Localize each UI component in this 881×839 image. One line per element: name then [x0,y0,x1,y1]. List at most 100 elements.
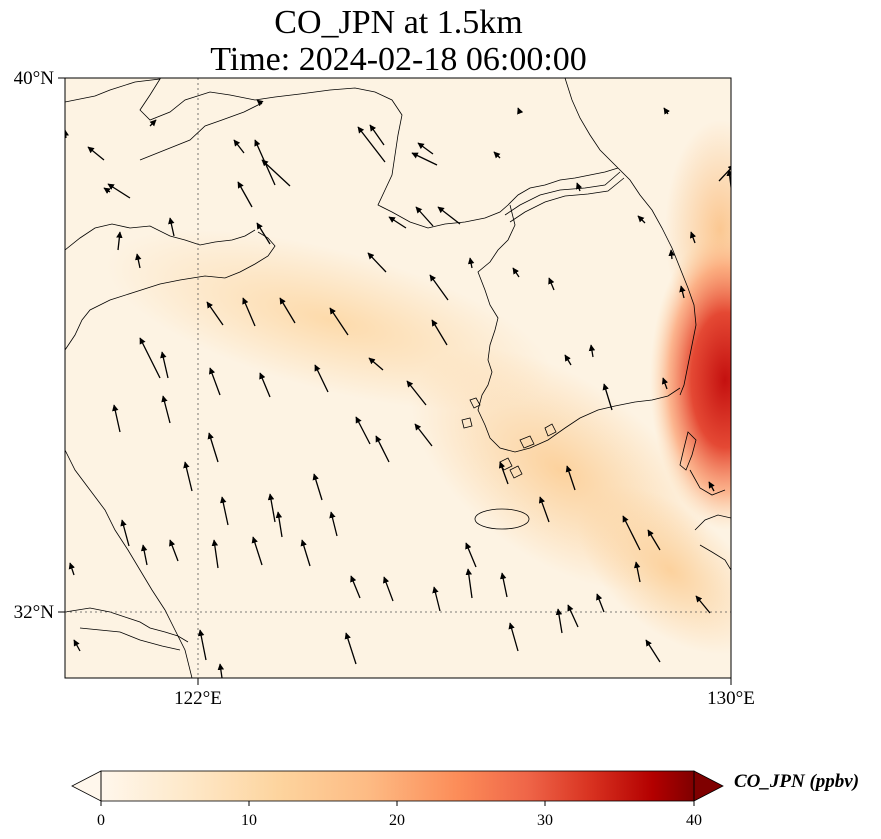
wind-arrow [300,539,311,567]
wind-arrow [679,285,686,299]
wind-arrow [112,404,121,433]
wind-arrow [375,435,390,463]
wind-arrow [68,562,75,576]
wind-arrow [237,181,253,208]
wind-arrow [588,344,596,358]
wind-arrow [160,351,169,379]
gridlines [65,78,731,678]
wind-arrow [259,372,271,398]
wind-arrow [183,461,193,492]
wind-arrow [312,473,323,501]
wind-arrow [233,139,245,154]
map-frame [64,77,732,679]
cb-label-10: 10 [241,812,257,829]
wind-arrow [279,297,296,324]
cb-label-0: 0 [97,812,105,829]
wind-arrow [548,277,555,291]
coast-jeju [474,508,530,530]
wind-arrow [267,493,276,523]
colorbar-extend-min [71,770,102,802]
wind-arrow [211,539,219,569]
wind-arrow [602,383,613,411]
wind-arrow [275,511,283,538]
wind-arrow [169,539,179,562]
wind-arrow [368,357,384,371]
coast-korea-west [477,204,681,453]
wind-arrow [369,124,385,146]
lon-label-122: 122°E [174,688,222,709]
wind-arrow [357,126,386,163]
colorbar-title: CO_JPN (ppbv) [734,771,859,792]
wind-arrow [197,629,207,661]
wind-arrow [208,367,221,396]
colorbar: 0 10 20 30 40 CO_JPN (ppbv) [71,770,859,829]
coast-north [65,78,619,229]
wind-arrow [107,183,131,199]
wind-arrow [207,432,219,463]
wind-arrow [350,575,361,599]
coast-yangtze [65,607,189,651]
wind-arrow [120,519,130,547]
wind-arrow [465,568,473,599]
wind-arrow [256,222,271,245]
wind-arrow [140,544,148,566]
coast-korea-east [617,167,697,396]
wind-arrow [431,319,448,346]
wind-arrow [417,142,434,155]
wind-arrow [564,354,572,366]
coast-islands [461,397,557,479]
coast-china-east [65,449,193,678]
wind-arrow [689,231,697,244]
wind-arrow [498,461,509,485]
wind-arrow [87,146,105,161]
wind-arrow [467,257,475,269]
cb-label-40: 40 [686,812,702,829]
wind-arrow [261,159,291,187]
wind-arrow [139,337,161,379]
wind-arrow [508,622,519,652]
wind-arrow [432,586,441,612]
colorbar-extend-max [693,770,724,802]
river-yalu-2 [509,177,625,223]
wind-arrow [329,307,349,336]
wind-arrow [567,604,579,628]
wind-arrow [344,632,357,665]
wind-arrow [663,107,670,115]
wind-arrow [256,99,264,107]
wind-arrow [637,215,646,224]
wind-arrow [645,639,661,663]
wind-arrow [565,465,576,491]
axis-ticks [58,77,732,685]
lat-label-32: 32°N [14,602,55,623]
wind-arrow [622,515,641,551]
cb-label-30: 30 [537,812,553,829]
wind-arrow [429,274,449,301]
coast-nk-east [564,78,619,169]
wind-arrow [411,152,438,166]
map-subtitle: Time: 2024-02-18 06:00:00 [210,41,587,78]
wind-arrow [633,561,641,583]
coast-tsushima [679,431,697,471]
wind-arrows [65,99,731,678]
wind-arrow [406,380,427,406]
map-title: CO_JPN at 1.5km [274,4,523,41]
wind-arrow [695,595,711,614]
coast-shandong [65,223,276,351]
wind-arrow [668,249,675,260]
wind-arrow [388,216,407,229]
wind-arrow [73,639,81,652]
cb-label-20: 20 [389,812,405,829]
wind-arrow [329,511,338,537]
wind-arrow [383,576,394,602]
wind-arrow [220,496,229,526]
wind-arrow [465,542,477,568]
wind-arrow [647,529,661,551]
wind-arrow [437,206,461,225]
co-field [65,78,731,678]
field-max-east [650,230,731,530]
wind-arrow [206,301,224,326]
wind-arrow [367,252,387,273]
colorbar-body [101,771,694,801]
lat-label-40: 40°N [14,68,55,89]
coast-kyushu [689,469,731,571]
